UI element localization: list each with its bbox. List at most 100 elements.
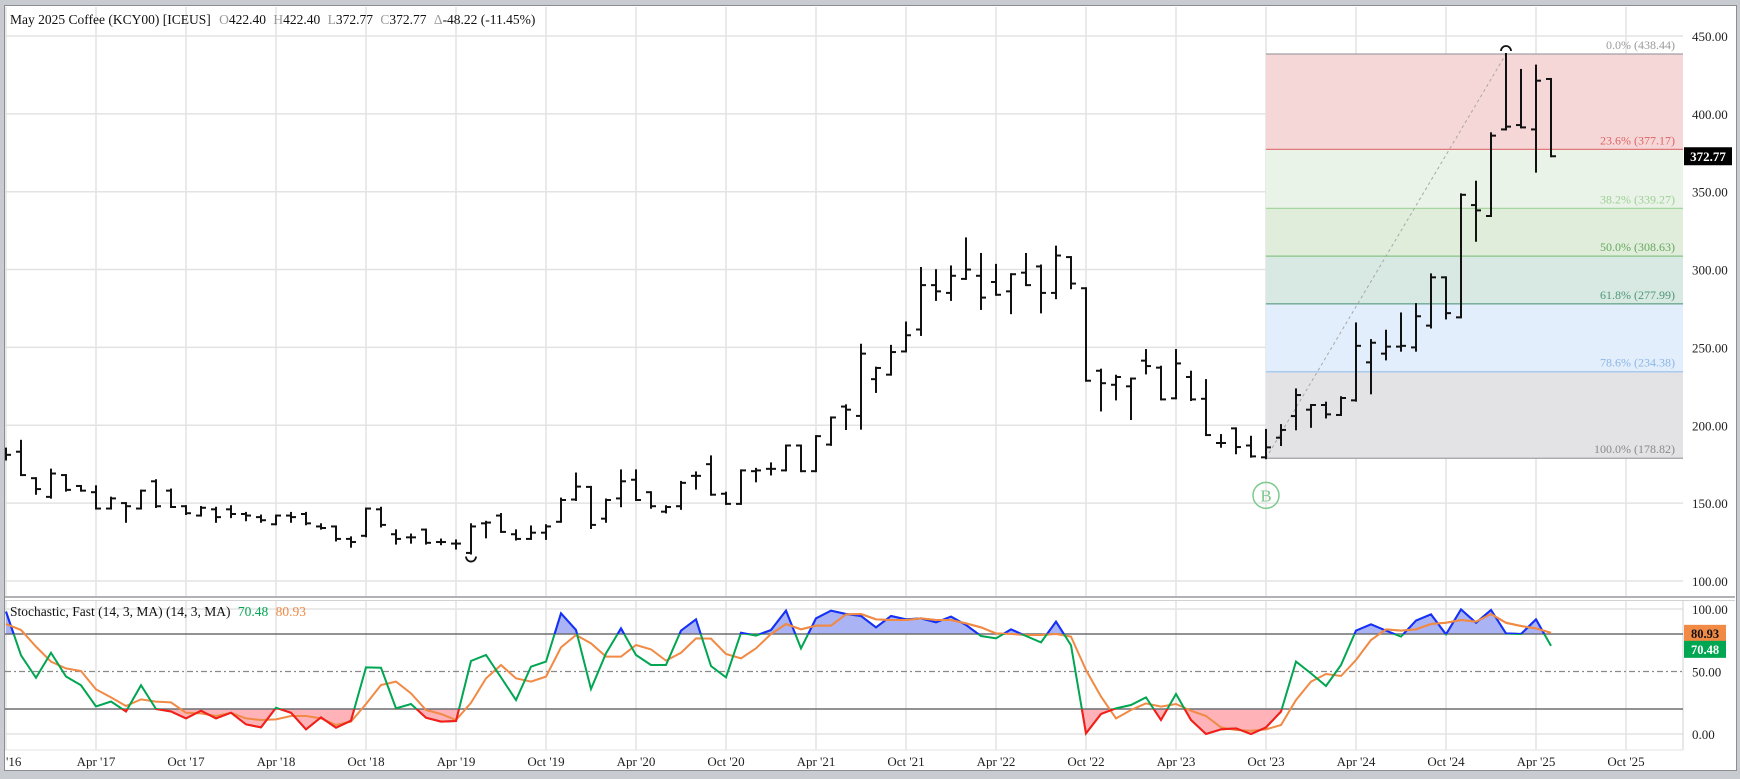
ohlc-bar — [871, 366, 881, 393]
ohlc-bar — [1546, 77, 1556, 158]
fib-level-label: 23.6% (377.17) — [1600, 133, 1675, 147]
stochastic-title: Stochastic, Fast (14, 3, MA) (14, 3, MA) — [10, 604, 230, 619]
ohlc-bar — [1186, 370, 1196, 402]
low-label: L — [328, 12, 336, 27]
ohlc-bar — [271, 514, 281, 526]
ohlc-bar — [676, 480, 686, 510]
ohlc-bar — [211, 506, 221, 523]
ohlc-bar — [181, 505, 191, 515]
swing-high-marker — [1500, 45, 1512, 52]
d-value-flag — [1684, 624, 1726, 642]
ohlc-bar — [661, 505, 671, 514]
ohlc-bar — [1156, 365, 1166, 401]
ohlc-bar — [616, 469, 626, 508]
ohlc-bar — [121, 502, 131, 523]
fib-band — [1266, 371, 1683, 459]
ohlc-bar — [1441, 276, 1451, 320]
ohlc-bar — [16, 439, 26, 477]
fib-trend-line[interactable] — [1265, 53, 1507, 459]
ohlc-bar — [1126, 377, 1136, 421]
date-tick-label: Oct '17 — [167, 754, 205, 769]
stochastic-tick-label: 0.00 — [1692, 727, 1715, 742]
ohlc-bar — [1051, 245, 1061, 300]
ohlc-bar — [1456, 193, 1466, 319]
ohlc-bar — [1111, 374, 1121, 401]
chart-markers: B — [465, 45, 1512, 563]
ohlc-bar — [1516, 68, 1526, 129]
ohlc-bar — [751, 467, 761, 483]
low-value: 372.77 — [336, 12, 373, 27]
ohlc-bar — [736, 469, 746, 505]
ohlc-bar — [1351, 322, 1361, 402]
ohlc-bar — [436, 538, 446, 546]
ohlc-bar — [91, 485, 101, 510]
ohlc-bar — [5, 447, 11, 461]
ohlc-bar — [391, 529, 401, 545]
ohlc-bar — [76, 484, 86, 492]
ohlc-bar — [1381, 329, 1391, 361]
ohlc-bar — [976, 252, 986, 310]
date-tick-label: Apr '20 — [617, 754, 656, 769]
stochastic-axis: 0.00 50.00 100.00 80.93 70.48 — [1684, 602, 1728, 742]
stochastic-panel — [5, 607, 1683, 736]
date-tick-label: Oct '25 — [1607, 754, 1644, 769]
ohlc-bar — [346, 536, 356, 548]
close-label: C — [380, 12, 389, 27]
stochastic-k-value: 70.48 — [238, 604, 269, 619]
date-tick-label: Apr '19 — [437, 754, 476, 769]
ohlc-bar — [1081, 287, 1091, 382]
fib-level-label: 78.6% (234.38) — [1600, 356, 1675, 370]
date-tick-label: Oct '21 — [887, 754, 924, 769]
fib-level-label: 50.0% (308.63) — [1600, 240, 1675, 254]
fib-level-label: 100.0% (178.82) — [1594, 442, 1675, 456]
k-flag-label: 70.48 — [1691, 643, 1719, 657]
ohlc-bar — [1066, 256, 1076, 290]
ohlc-bar — [526, 525, 536, 540]
fib-band — [1266, 149, 1683, 209]
ohlc-bar — [1171, 349, 1181, 400]
ohlc-bar — [511, 529, 521, 541]
ohlc-bar — [1426, 273, 1436, 329]
date-tick-label: Oct '18 — [347, 754, 384, 769]
ohlc-bar — [796, 444, 806, 473]
ohlc-bar — [301, 511, 311, 526]
date-tick-label: Apr '17 — [77, 754, 116, 769]
ohlc-bar — [1411, 303, 1421, 352]
ohlc-bar — [406, 533, 416, 544]
price-tick-label: 400.00 — [1692, 107, 1728, 122]
ohlc-bar — [541, 524, 551, 540]
price-axis: 100.00 150.00 200.00 250.00 300.00 350.00 400.… — [1684, 29, 1732, 589]
ohlc-bar — [1201, 379, 1211, 437]
swing-low-marker — [465, 556, 477, 563]
date-tick-label: '16 — [6, 754, 22, 769]
ohlc-bar — [421, 528, 431, 545]
ohlc-bar — [1501, 52, 1511, 131]
ohlc-bar — [481, 520, 491, 539]
open-label: O — [219, 12, 229, 27]
ohlc-bar — [376, 506, 386, 528]
ohlc-bar — [1396, 312, 1406, 352]
fibonacci-retracement[interactable]: 0.0% (438.44) 23.6% (377.17) 38.2% (339.27… — [1265, 38, 1683, 459]
ohlc-bar — [991, 263, 1001, 296]
ohlc-bar — [496, 512, 506, 533]
date-tick-label: Apr '22 — [977, 754, 1016, 769]
last-price-label: 372.77 — [1690, 149, 1726, 164]
date-tick-label: Oct '19 — [527, 754, 564, 769]
date-tick-label: Apr '25 — [1517, 754, 1556, 769]
ohlc-bar — [931, 269, 941, 301]
stochastic-tick-label: 50.00 — [1692, 665, 1721, 680]
price-tick-label: 200.00 — [1692, 418, 1728, 433]
ohlc-bar — [451, 539, 461, 550]
date-tick-label: Apr '24 — [1337, 754, 1376, 769]
ohlc-bar — [331, 525, 341, 542]
panel-dividers — [5, 596, 1735, 751]
date-tick-label: Apr '18 — [257, 754, 296, 769]
open-value: 422.40 — [229, 12, 266, 27]
ohlc-bar — [196, 505, 206, 517]
ohlc-bar — [1036, 264, 1046, 314]
fib-band — [1266, 208, 1683, 257]
ohlc-bar — [316, 523, 326, 530]
date-tick-label: Oct '24 — [1427, 754, 1465, 769]
date-tick-label: Oct '23 — [1247, 754, 1284, 769]
